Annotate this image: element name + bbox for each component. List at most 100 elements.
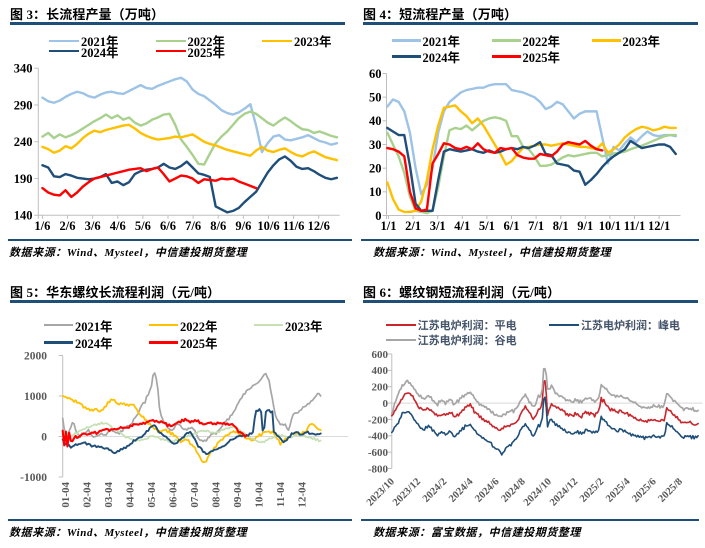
panel-fig3: 图 3：长流程产量（万吨） 140 190 240 290 340 1/6 2/6 3/6 4/… <box>0 0 352 274</box>
fig6-x-tick-label: 2024/2 <box>421 476 449 504</box>
legend-label: 2022年 <box>187 35 226 50</box>
legend-label: 2023年 <box>294 35 332 50</box>
fig5-x-tick-label: 12-04 <box>296 482 308 508</box>
fig6-x-tick-label: 2025/6 <box>630 476 658 504</box>
fig3-x-tick-label: 9/6 <box>235 219 251 233</box>
fig4-y-tick-label: 40 <box>369 114 382 128</box>
fig3-y-tick-label: 340 <box>14 62 33 76</box>
fig5-x-tick-label: 01-04 <box>60 482 72 508</box>
fig6-legend-item: 江苏电炉利润：峰电 <box>549 319 680 332</box>
fig6-source-note: 数据来源：富宝数据，中信建投期货整理 <box>373 527 581 539</box>
fig3-x-tick-label: 8/6 <box>210 219 226 233</box>
fig4-series-4 <box>386 126 677 212</box>
fig6-source-rule <box>361 518 699 522</box>
fig3-series-3 <box>41 123 339 162</box>
fig3-x-tick-label: 4/6 <box>110 219 126 233</box>
fig4-x-tick-label: 3/1 <box>430 219 446 233</box>
fig3-source-note: 数据来源：Wind、Mysteel，中信建投期货整理 <box>9 247 248 259</box>
fig6-y-tick-label: -200 <box>368 414 389 426</box>
legend-label: 2023年 <box>622 35 661 49</box>
fig3-source-rule <box>8 238 352 242</box>
fig5-x-tick-label: 07-04 <box>189 482 201 508</box>
fig4-legend-item: 2022年 <box>491 34 560 49</box>
fig6-x-tick-label: 2023/12 <box>391 476 423 508</box>
fig3-series-1 <box>41 76 339 154</box>
legend-line-swatch <box>49 49 79 53</box>
legend-label: 2021年 <box>75 319 113 334</box>
fig3-x-tick-label: 3/6 <box>85 219 101 233</box>
legend-line-swatch <box>44 324 73 327</box>
fig3-x-tick-label: 10/6 <box>257 219 279 233</box>
legend-line-swatch <box>491 55 521 58</box>
fig3-y-tick-label: 190 <box>14 172 33 186</box>
fig6-x-tick-label: 2024/12 <box>548 476 580 508</box>
fig4-legend-item: 2021年 <box>391 34 461 49</box>
legend-label: 2024年 <box>75 337 113 351</box>
legend-line-swatch <box>155 49 186 53</box>
fig4-x-tick-label: 9/1 <box>577 219 593 233</box>
legend-line-swatch <box>391 39 421 42</box>
fig5-source-rule <box>8 518 352 522</box>
legend-label: 2025年 <box>187 45 226 60</box>
legend-line-swatch <box>391 55 421 58</box>
fig5-legend-item: 2021年 <box>44 319 113 334</box>
fig3-legend-item: 2022年 <box>155 34 226 50</box>
fig6-legend-item: 江苏电炉利润：平电 <box>385 319 517 332</box>
fig4-x-tick-label: 1/1 <box>381 219 397 233</box>
fig3-x-tick-label: 12/6 <box>308 219 330 233</box>
fig5-title-rule <box>10 300 345 303</box>
fig6-title: 图 6：螺纹钢短流程利润（元/吨） <box>363 285 561 300</box>
fig6-x-tick-label: 2025/8 <box>656 476 684 504</box>
fig4-source-rule <box>361 238 699 242</box>
fig6-title-rule <box>363 300 698 303</box>
legend-line-swatch <box>385 339 416 342</box>
fig6-series-1 <box>390 379 699 432</box>
legend-line-swatch <box>591 39 621 42</box>
fig6-y-tick-label: 0 <box>383 398 389 410</box>
fig5-legend-item: 2022年 <box>149 319 218 334</box>
fig3-legend-item: 2023年 <box>262 34 332 50</box>
fig5-series-5 <box>61 417 248 448</box>
fig4-x-tick-label: 12/1 <box>648 219 670 233</box>
legend-label: 江苏电炉利润：谷电 <box>417 335 517 348</box>
fig5-y-tick-label: 0 <box>41 432 47 444</box>
fig5-x-tick-label: 06-04 <box>167 482 179 508</box>
fig3-y-tick-label: 140 <box>14 209 33 223</box>
fig3-y-tick-label: 240 <box>14 135 33 149</box>
fig4-title-rule <box>363 22 698 25</box>
fig5-legend-item: 2024年 <box>44 336 113 351</box>
fig5-y-tick-label: 2000 <box>24 351 47 363</box>
fig4-plot: 0 10 20 30 40 50 60 1/1 2/1 3/1 4/1 5/1 6/1 7/1 8/1 9/1… <box>369 67 681 233</box>
fig4-y-tick-label: 0 <box>375 209 381 223</box>
fig6-y-tick-label: 400 <box>372 365 389 377</box>
fig3-series-2 <box>41 110 339 166</box>
legend-label: 2024年 <box>81 45 119 60</box>
fig5-x-tick-label: 05-04 <box>146 482 158 508</box>
fig4-series-5 <box>386 139 604 212</box>
fig6-y-tick-label: -600 <box>368 447 389 459</box>
legend-line-swatch <box>385 324 416 327</box>
fig5-legend-item: 2023年 <box>254 319 323 334</box>
fig6-plot: -800 -600 -400 -200 0 200 400 600 2023/102023/12… <box>365 349 703 508</box>
fig6-x-tick-label: 2024/6 <box>473 476 501 504</box>
fig6-x-tick-label: 2023/10 <box>365 476 397 508</box>
fig6-x-tick-label: 2025/2 <box>578 476 606 504</box>
fig5-series-4 <box>61 408 322 456</box>
fig3-title: 图 3：长流程产量（万吨） <box>10 7 165 22</box>
legend-line-swatch <box>149 324 178 327</box>
fig3-series-5 <box>41 166 258 199</box>
fig5-y-tick-label: -1000 <box>20 472 47 484</box>
fig6-x-tick-label: 2024/10 <box>522 476 554 508</box>
fig6-x-tick-label: 2025/4 <box>604 476 633 505</box>
fig3-title-rule <box>10 22 345 25</box>
fig4-legend-item: 2023年 <box>591 34 661 49</box>
fig4-source-note: 数据来源：Wind、Mysteel，中信建投期货整理 <box>373 247 612 259</box>
fig3-legend-item: 2025年 <box>155 45 226 60</box>
fig3-x-tick-label: 11/6 <box>283 219 305 233</box>
legend-line-swatch <box>254 324 283 327</box>
legend-label: 2021年 <box>422 35 461 49</box>
fig3-series-4 <box>41 155 339 214</box>
fig3-legend-item: 2024年 <box>49 45 119 60</box>
fig4-y-tick-label: 60 <box>369 67 382 81</box>
